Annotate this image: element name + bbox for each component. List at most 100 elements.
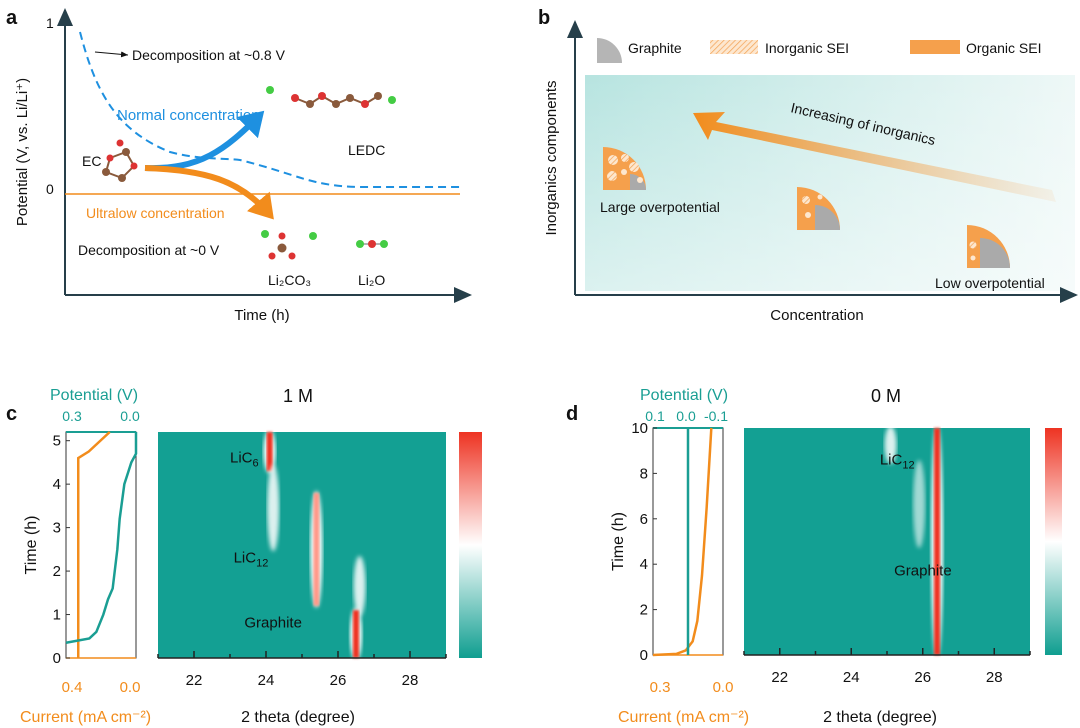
peak-annotation: LiC6	[230, 449, 259, 469]
ledc-label: LEDC	[348, 142, 385, 158]
x-tick-label: 24	[258, 672, 275, 689]
panel-a-label: a	[6, 7, 18, 29]
x-tick-label: 28	[986, 669, 1003, 686]
sei-low-overpotential	[967, 225, 1010, 268]
current-axis-label: Current (mA cm⁻²)	[20, 709, 151, 726]
y-tick-label: 1	[53, 607, 61, 624]
current-curve	[652, 427, 713, 657]
x-tick-label: 24	[843, 669, 860, 686]
x-tick-label: 28	[402, 672, 419, 689]
legend-inorganic: Inorganic SEI	[765, 40, 849, 56]
peak-core	[266, 432, 273, 472]
li2co3-molecule	[261, 230, 317, 260]
x-tick-label: 26	[914, 669, 931, 686]
panel-c: c 1 M Potential (V) 0.3 0.0 0.4 0.0 Current (mA…	[6, 386, 482, 726]
potential-curve	[65, 432, 138, 645]
peak-core	[934, 428, 941, 655]
li2o-molecule	[356, 240, 388, 248]
y-tick-0: 0	[46, 181, 54, 197]
x-tick-label: 22	[186, 672, 203, 689]
current-tick: 0.4	[62, 679, 83, 696]
low-overpotential-label: Low overpotential	[935, 275, 1045, 291]
peak-annotation: Graphite	[244, 615, 302, 632]
y-tick-label: 0	[640, 647, 648, 664]
current-tick: 0.3	[650, 679, 671, 696]
annot-08v: Decomposition at ~0.8 V	[132, 47, 286, 63]
annot-0v: Decomposition at ~0 V	[78, 242, 220, 258]
y-tick-label: 6	[640, 511, 648, 528]
ultralow-concentration-label: Ultralow concentration	[86, 205, 225, 221]
potential-tick: 0.3	[62, 408, 82, 424]
potential-axis-label: Potential (V)	[640, 387, 728, 404]
potential-tick: -0.1	[704, 408, 728, 424]
peak-core	[353, 610, 359, 658]
panel-b-label: b	[538, 7, 550, 29]
annotation-arrow	[94, 51, 129, 58]
potential-tick: 0.1	[645, 408, 665, 424]
peak-annotation-subscript: 6	[253, 457, 259, 469]
y-tick-label: 4	[53, 476, 61, 493]
li2co3-label: Li₂CO₃	[268, 272, 311, 288]
peak-core	[313, 492, 320, 606]
li2o-label: Li₂O	[358, 272, 385, 288]
peak-glow	[884, 426, 897, 465]
peak-glow	[913, 460, 926, 549]
y-axis-label: Time (h)	[23, 516, 40, 575]
ec-label: EC	[82, 153, 101, 169]
y-tick-label: 5	[53, 433, 61, 450]
potential-tick: 0.0	[676, 408, 696, 424]
legend-inorganic-icon	[710, 40, 758, 54]
y-tick-1: 1	[46, 15, 54, 31]
heatmap-background	[158, 432, 446, 658]
y-tick-label: 2	[53, 563, 61, 580]
legend-organic-icon	[910, 40, 960, 54]
legend-organic: Organic SEI	[966, 40, 1041, 56]
chart-title: 1 M	[283, 386, 313, 406]
ec-molecule	[102, 139, 138, 182]
legend-graphite-icon	[597, 38, 622, 63]
x-axis-label: Concentration	[770, 307, 863, 324]
y-tick-label: 10	[631, 420, 648, 437]
y-tick-label: 4	[640, 556, 648, 573]
orange-reaction-arrow	[144, 165, 274, 220]
panel-b: b Inorganics components Concentration Gr…	[538, 7, 1078, 324]
y-axis-label: Inorganics components	[543, 80, 560, 235]
ledc-molecule	[266, 86, 396, 108]
y-axis-label: Time (h)	[610, 512, 627, 571]
colorbar	[459, 432, 482, 658]
y-tick-label: 8	[640, 465, 648, 482]
x-axis-label: 2 theta (degree)	[823, 709, 937, 726]
potential-axis-label: Potential (V)	[50, 387, 138, 404]
peak-glow	[353, 556, 366, 617]
x-tick-label: 22	[771, 669, 788, 686]
current-tick: 0.0	[120, 679, 141, 696]
sei-large-overpotential	[603, 147, 646, 190]
panel-d-label: d	[566, 403, 578, 425]
chart-title: 0 M	[871, 386, 901, 406]
potential-tick: 0.0	[120, 408, 140, 424]
curve-plot-frame	[65, 431, 137, 659]
heatmap-background	[744, 428, 1030, 655]
y-axis-label: Potential (V, vs. Li/Li⁺)	[14, 78, 31, 226]
peak-glow	[267, 464, 280, 552]
current-curve	[77, 431, 111, 658]
colorbar	[1045, 428, 1062, 655]
current-axis-label: Current (mA cm⁻²)	[618, 709, 749, 726]
panel-d: d 0 M Potential (V) 0.1 0.0 -0.1 0.3 0.0 Current…	[566, 386, 1062, 726]
y-tick-label: 3	[53, 520, 61, 537]
sei-medium	[797, 187, 840, 230]
panel-c-label: c	[6, 403, 17, 425]
peak-annotation: Graphite	[894, 563, 952, 580]
normal-concentration-label: Normal concentration	[117, 107, 260, 124]
x-tick-label: 26	[330, 672, 347, 689]
peak-annotation-subscript: 12	[902, 459, 914, 471]
y-tick-label: 0	[53, 650, 61, 667]
x-axis-label: 2 theta (degree)	[241, 709, 355, 726]
x-axis-label: Time (h)	[234, 307, 289, 324]
legend-graphite: Graphite	[628, 40, 682, 56]
large-overpotential-label: Large overpotential	[600, 199, 720, 215]
current-tick: 0.0	[713, 679, 734, 696]
peak-annotation-subscript: 12	[256, 557, 268, 569]
increasing-arrow	[693, 112, 1056, 202]
